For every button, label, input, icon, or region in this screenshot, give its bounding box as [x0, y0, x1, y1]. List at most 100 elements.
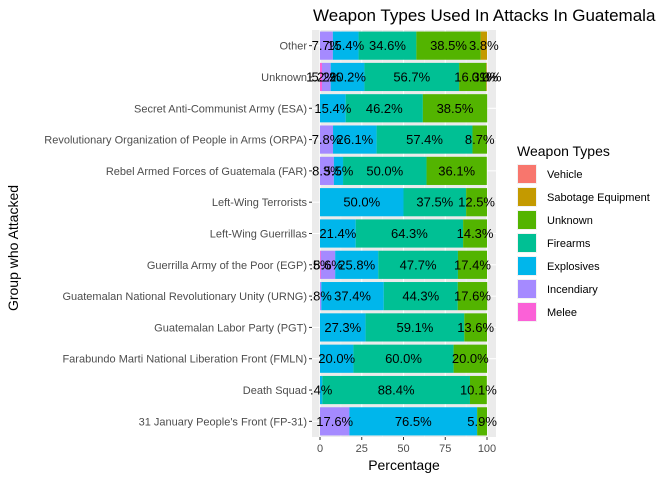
bar-segment: [322, 375, 470, 405]
y-axis-category-labels: Other Unknown Secret Anti-Communist Army (…: [44, 41, 312, 428]
data-label: 34.6%: [369, 38, 406, 53]
bar-segment: [365, 313, 465, 342]
data-label: 16.3%: [454, 69, 491, 84]
data-label: .4%: [310, 383, 333, 398]
y-category-label: Guatemalan Labor Party (PGT): [154, 322, 307, 334]
x-tick-label: 0: [317, 443, 323, 455]
x-tick-label: 100: [478, 443, 496, 455]
legend: Weapon Types Vehicle Sabotage Equipment Un…: [517, 143, 650, 322]
bar-segment: [321, 282, 384, 311]
data-label: 20.2%: [329, 69, 366, 84]
data-label: 17.6%: [454, 289, 491, 304]
y-category-label: Rebel Armed Forces of Guatemala (FAR): [106, 166, 307, 178]
data-label: 13.6%: [457, 320, 494, 335]
legend-swatch: [518, 280, 536, 298]
bar-segment: [472, 125, 487, 154]
data-label: 0.3%: [472, 69, 502, 84]
data-label: 37.4%: [334, 289, 371, 304]
y-category-label: Guatemalan National Revolutionary Unity …: [62, 291, 307, 303]
bar-segment: [330, 62, 365, 92]
data-label: 36.1%: [438, 163, 475, 178]
bar-segment: [320, 313, 366, 342]
data-label: 60.0%: [385, 351, 422, 366]
bar-segment: [320, 219, 356, 248]
data-label: .8%: [309, 289, 332, 304]
data-label: 14.3%: [457, 226, 494, 241]
bar-segment: [378, 250, 458, 279]
bar-segment: [349, 407, 478, 436]
data-label: .5%: [309, 257, 332, 272]
legend-swatch: [518, 257, 536, 275]
legend-title: Weapon Types: [517, 143, 610, 159]
data-label: 10.1%: [460, 383, 497, 398]
data-label: 44.3%: [402, 289, 439, 304]
data-label: 88.4%: [378, 383, 415, 398]
bar-segment: [320, 375, 323, 405]
bar-segment: [469, 375, 487, 405]
data-label: 5.9%: [467, 414, 497, 429]
data-label: 3.8%: [469, 38, 499, 53]
x-tick-label: 25: [356, 443, 368, 455]
data-label: 57.4%: [406, 132, 443, 147]
bar-segment: [453, 344, 487, 373]
bar-segment: [364, 62, 460, 92]
bar-segment: [383, 282, 458, 311]
bars-layer: [320, 31, 488, 436]
x-tick-label: 75: [439, 443, 451, 455]
bar-segment: [320, 62, 323, 92]
x-axis-title: Percentage: [368, 457, 440, 473]
y-category-label: Other: [279, 41, 307, 53]
data-label: 64.3%: [391, 226, 428, 241]
legend-swatch: [518, 234, 536, 252]
bar-segment: [466, 188, 487, 217]
legend-label: Sabotage Equipment: [547, 192, 650, 204]
bar-segment: [457, 250, 487, 279]
bar-segment: [333, 125, 377, 154]
data-label: 15.4%: [314, 101, 351, 116]
legend-label: Firearms: [547, 238, 591, 250]
bar-segment: [486, 62, 487, 92]
bar-segment: [459, 62, 487, 92]
legend-swatch: [518, 188, 536, 206]
bar-segment: [343, 156, 427, 185]
data-label: 8.7%: [465, 132, 495, 147]
data-label: .1%: [476, 69, 499, 84]
bar-segment: [403, 188, 467, 217]
data-label: 38.5%: [430, 38, 467, 53]
bar-segment: [353, 344, 454, 373]
data-label: 15.4%: [327, 38, 364, 53]
data-label: 50.0%: [366, 163, 403, 178]
bar-segment: [320, 125, 334, 154]
bar-segment: [355, 219, 464, 248]
data-label: 8.6%: [313, 257, 343, 272]
bar-segment: [426, 156, 487, 185]
bar-segment: [333, 156, 344, 185]
chart-title: Weapon Types Used In Attacks In Guatemal…: [313, 6, 656, 25]
bar-segment: [320, 250, 336, 279]
y-category-label: Guerrilla Army of the Poor (EGP): [147, 260, 307, 272]
bar-segment: [320, 31, 333, 60]
legend-swatch: [518, 165, 536, 183]
y-category-label: Farabundo Marti National Liberation Fron…: [62, 354, 307, 366]
bar-segment: [320, 407, 350, 436]
bar-segment: [422, 94, 488, 123]
x-axis-tick-labels: 0 25 50 75 100: [317, 437, 496, 455]
data-label: 50.0%: [343, 195, 380, 210]
bar-segment: [320, 94, 346, 123]
data-label: 37.5%: [416, 195, 453, 210]
bar-segment: [332, 31, 359, 60]
legend-swatch: [518, 303, 536, 321]
data-label: 26.1%: [336, 132, 373, 147]
data-label: 76.5%: [395, 414, 432, 429]
bar-segment: [376, 125, 473, 154]
bar-segment: [480, 31, 487, 60]
data-label: 59.1%: [397, 320, 434, 335]
legend-label: Explosives: [547, 261, 600, 273]
y-category-label: Left-Wing Terrorists: [212, 197, 308, 209]
bar-segment: [322, 62, 331, 92]
data-label: 7.7%: [312, 38, 342, 53]
legend-label: Unknown: [547, 215, 593, 227]
y-category-label: Death Squad: [243, 385, 307, 397]
data-label: 5.5%: [324, 163, 354, 178]
